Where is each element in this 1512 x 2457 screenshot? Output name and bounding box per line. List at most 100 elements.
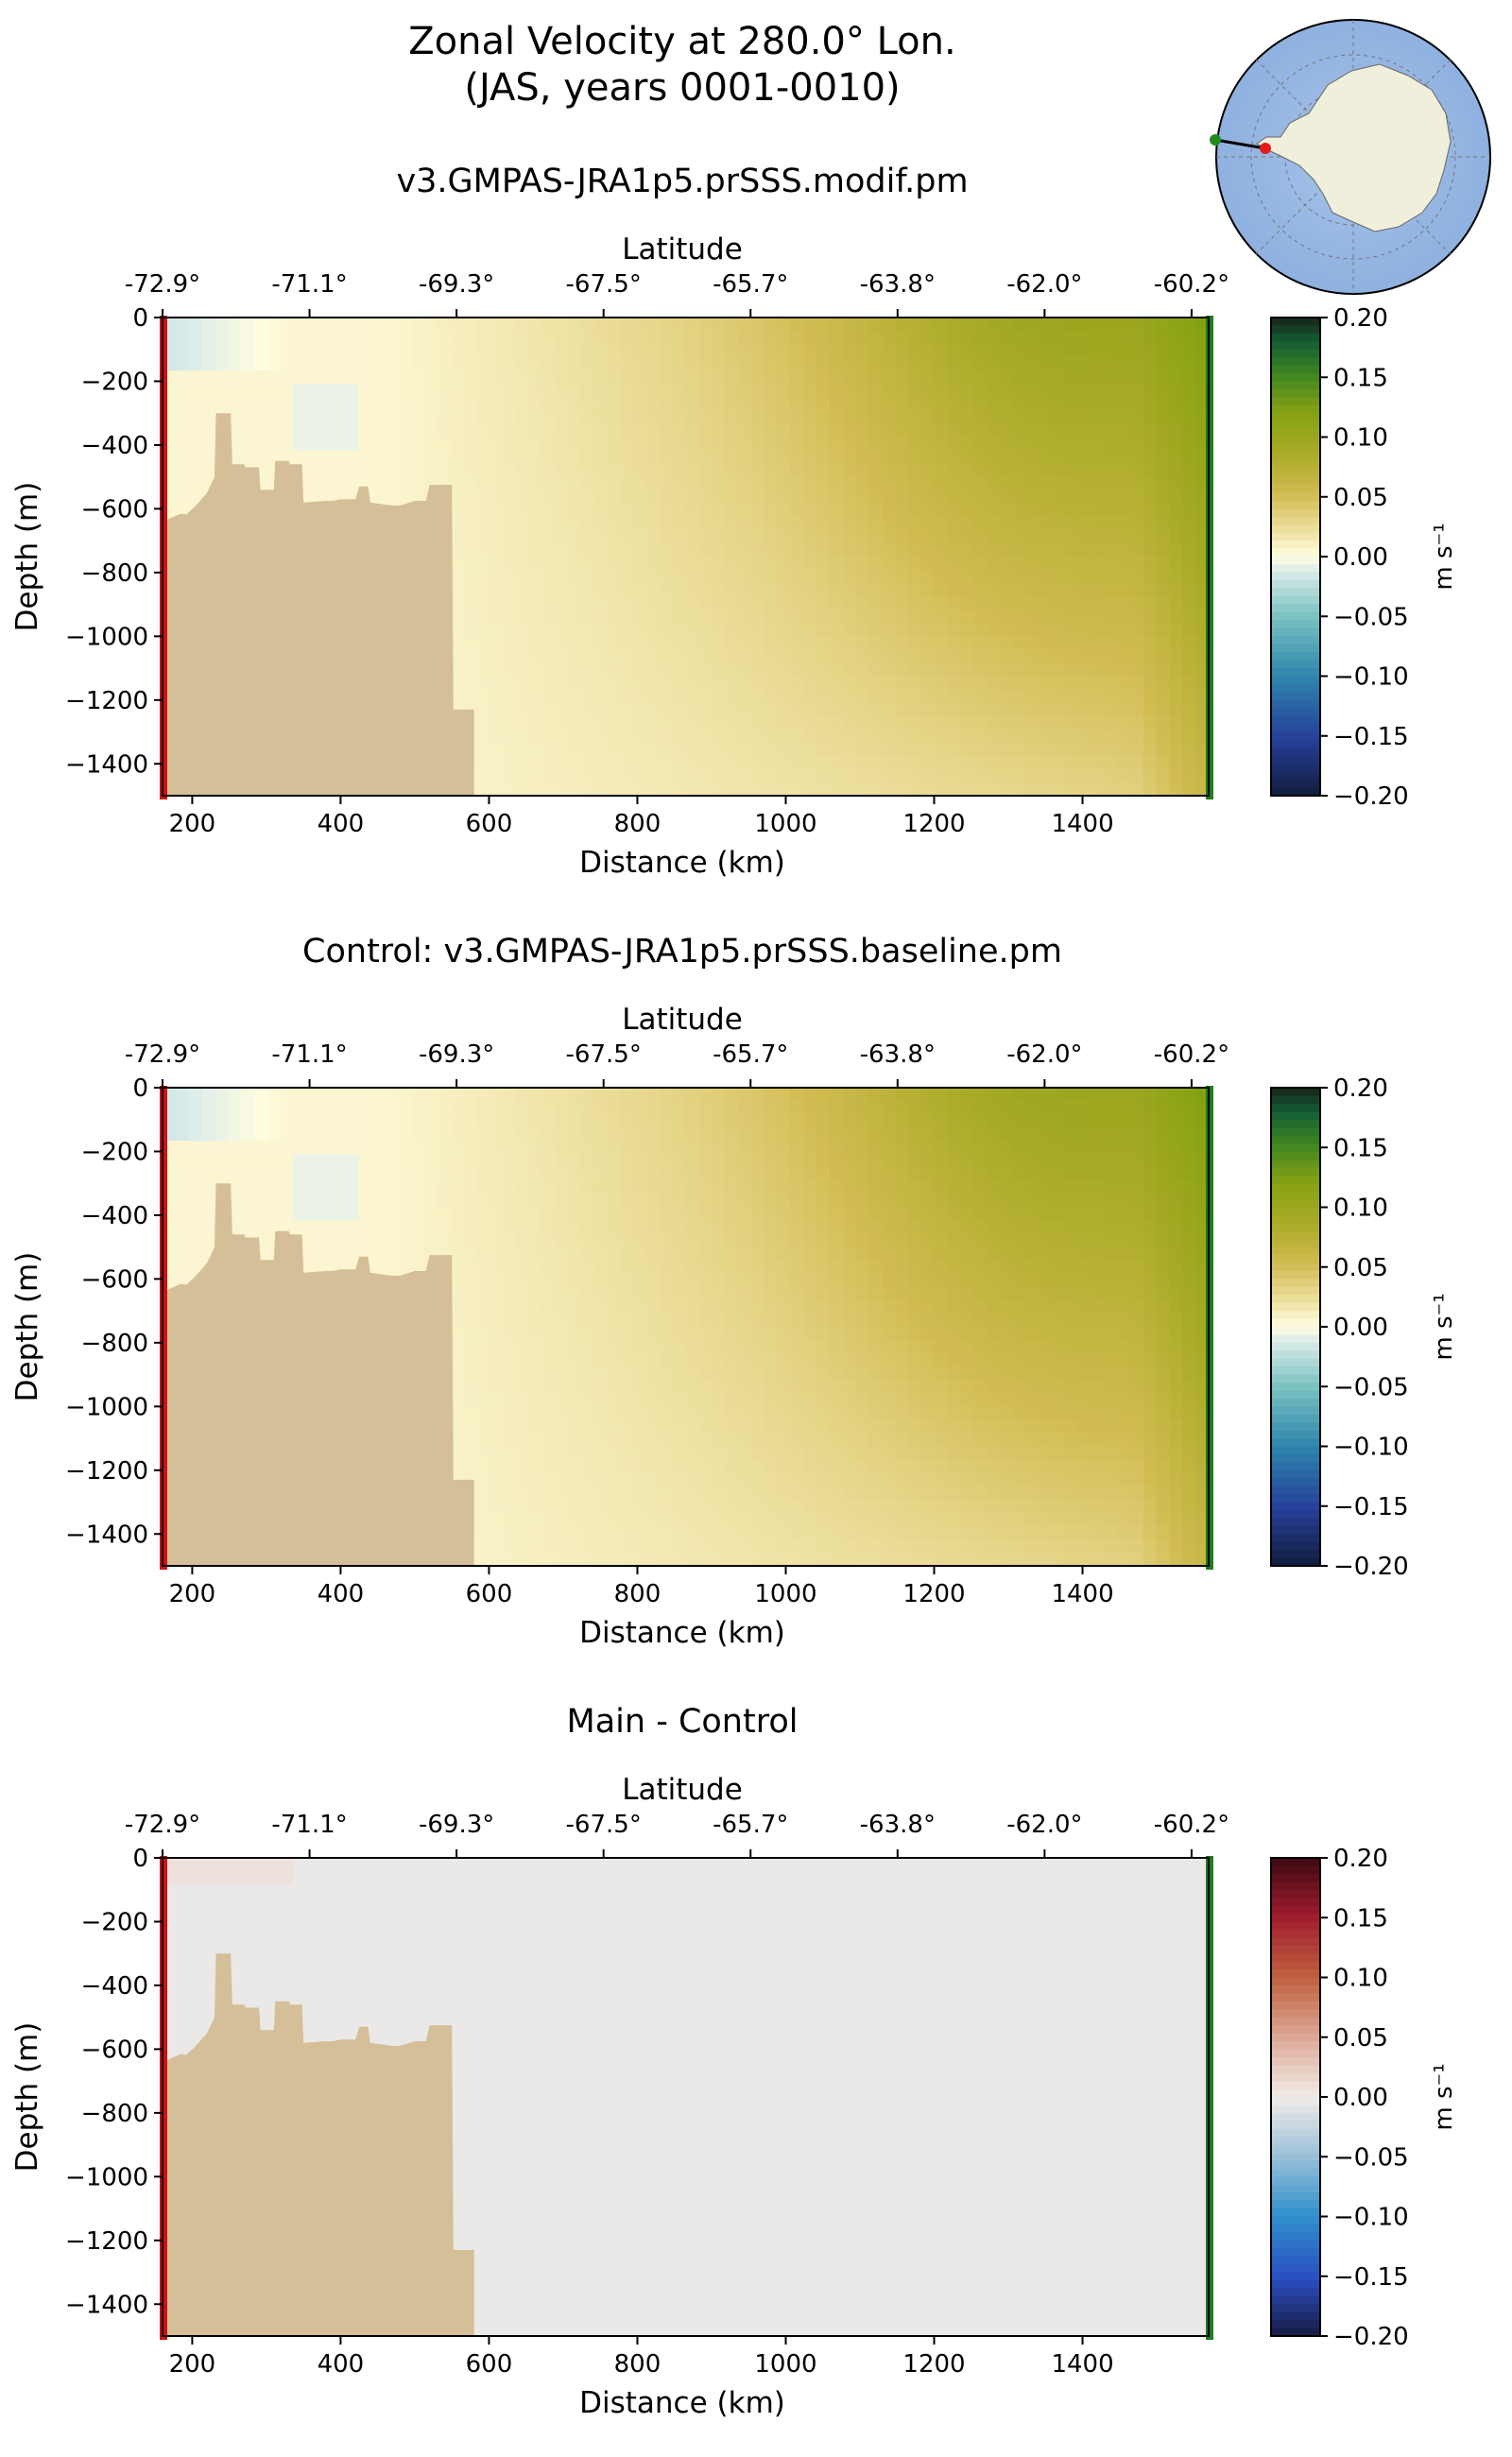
heatmap-cell xyxy=(358,384,372,398)
heatmap-cell xyxy=(672,623,687,637)
heatmap-cell xyxy=(541,423,556,438)
heatmap-cell xyxy=(1195,623,1210,637)
heatmap-cell xyxy=(999,636,1014,650)
heatmap-cell xyxy=(750,1486,765,1501)
heatmap-cell xyxy=(803,1207,817,1222)
heatmap-cell xyxy=(515,1552,530,1567)
heatmap-cell xyxy=(712,1154,726,1168)
heatmap-cell xyxy=(750,715,765,730)
heatmap-cell xyxy=(645,1233,661,1248)
heatmap-cell xyxy=(633,542,647,558)
heatmap-cell xyxy=(725,529,739,544)
heatmap-cell xyxy=(228,397,242,411)
heatmap-cell xyxy=(175,450,190,465)
heatmap-cell xyxy=(201,384,215,398)
heatmap-cell xyxy=(541,1286,556,1301)
heatmap-cell xyxy=(1025,768,1040,783)
heatmap-cell xyxy=(358,423,372,438)
heatmap-cell xyxy=(1077,357,1092,371)
heatmap-cell xyxy=(410,1180,425,1195)
heatmap-cell xyxy=(463,542,477,558)
heatmap-cell xyxy=(1129,490,1144,505)
heatmap-cell xyxy=(868,476,883,491)
heatmap-cell xyxy=(502,529,517,544)
heatmap-cell xyxy=(515,1286,530,1301)
heatmap-cell xyxy=(541,1313,556,1328)
heatmap-cell xyxy=(1169,318,1183,332)
heatmap-cell xyxy=(489,1127,504,1142)
heatmap-cell xyxy=(803,1114,817,1128)
heatmap-cell xyxy=(607,437,621,452)
heatmap-cell xyxy=(1182,384,1196,398)
heatmap-cell xyxy=(555,450,569,465)
heatmap-cell xyxy=(1195,463,1210,478)
heatmap-cell xyxy=(972,623,988,637)
heatmap-cell xyxy=(1129,357,1144,371)
heatmap-cell xyxy=(986,596,1001,610)
heatmap-cell xyxy=(777,503,791,518)
heatmap-cell xyxy=(855,476,869,491)
heatmap-cell xyxy=(1064,649,1079,664)
heatmap-cell xyxy=(672,570,687,584)
heatmap-cell xyxy=(1012,384,1026,398)
colorbar-tick-label: 0.05 xyxy=(1333,484,1388,512)
heatmap-cell xyxy=(934,649,948,664)
heatmap-cell xyxy=(672,755,687,770)
heatmap-cell xyxy=(947,570,961,584)
colorbar-segment xyxy=(1271,755,1320,765)
heatmap-cell xyxy=(423,1088,438,1102)
heatmap-cell xyxy=(1051,610,1066,624)
colorbar-segment xyxy=(1271,421,1320,430)
heatmap-cell xyxy=(345,437,360,452)
heatmap-cell xyxy=(1091,742,1105,757)
heatmap-cell xyxy=(725,1327,739,1341)
heatmap-cell xyxy=(868,357,883,371)
heatmap-cell xyxy=(280,1114,294,1128)
heatmap-cell xyxy=(515,1260,530,1275)
heatmap-cell xyxy=(750,318,765,332)
heatmap-cell xyxy=(280,397,294,411)
heatmap-cell xyxy=(986,437,1001,452)
heatmap-cell xyxy=(934,384,948,398)
heatmap-cell xyxy=(659,636,674,650)
heatmap-cell xyxy=(371,1194,386,1209)
heatmap-cell xyxy=(633,1433,647,1448)
heatmap-cell xyxy=(737,1299,752,1314)
heatmap-cell xyxy=(1104,357,1118,371)
heatmap-cell xyxy=(593,1088,609,1102)
heatmap-cell xyxy=(371,318,386,332)
heatmap-cell xyxy=(620,1538,634,1554)
heatmap-cell xyxy=(515,1538,530,1554)
heatmap-cell xyxy=(567,344,582,358)
heatmap-cell xyxy=(894,768,909,783)
heatmap-cell xyxy=(280,318,294,332)
heatmap-cell xyxy=(803,768,817,783)
heatmap-cell xyxy=(580,583,595,597)
heatmap-cell xyxy=(986,570,1001,584)
heatmap-cell xyxy=(450,557,464,571)
heatmap-cell xyxy=(659,768,674,783)
heatmap-cell xyxy=(450,529,464,544)
heatmap-cell xyxy=(725,1433,739,1448)
heatmap-cell xyxy=(645,1194,661,1209)
heatmap-cell xyxy=(580,768,595,783)
heatmap-cell xyxy=(894,476,909,491)
heatmap-cell xyxy=(175,1141,190,1155)
heatmap-cell xyxy=(934,557,948,571)
heatmap-cell xyxy=(555,318,569,332)
heatmap-cell xyxy=(672,1366,687,1381)
heatmap-cell xyxy=(593,636,609,650)
heatmap-cell xyxy=(502,331,517,345)
heatmap-cell xyxy=(580,1486,595,1501)
heatmap-cell xyxy=(1143,490,1158,505)
heatmap-cell xyxy=(999,318,1014,332)
heatmap-cell xyxy=(986,503,1001,518)
heatmap-cell xyxy=(476,729,490,744)
heatmap-cell xyxy=(764,689,778,704)
heatmap-cell xyxy=(685,1167,699,1181)
heatmap-cell xyxy=(764,450,778,465)
heatmap-cell xyxy=(907,397,922,411)
heatmap-cell xyxy=(645,1246,661,1262)
heatmap-cell xyxy=(620,463,634,478)
heatmap-cell xyxy=(685,1459,699,1474)
